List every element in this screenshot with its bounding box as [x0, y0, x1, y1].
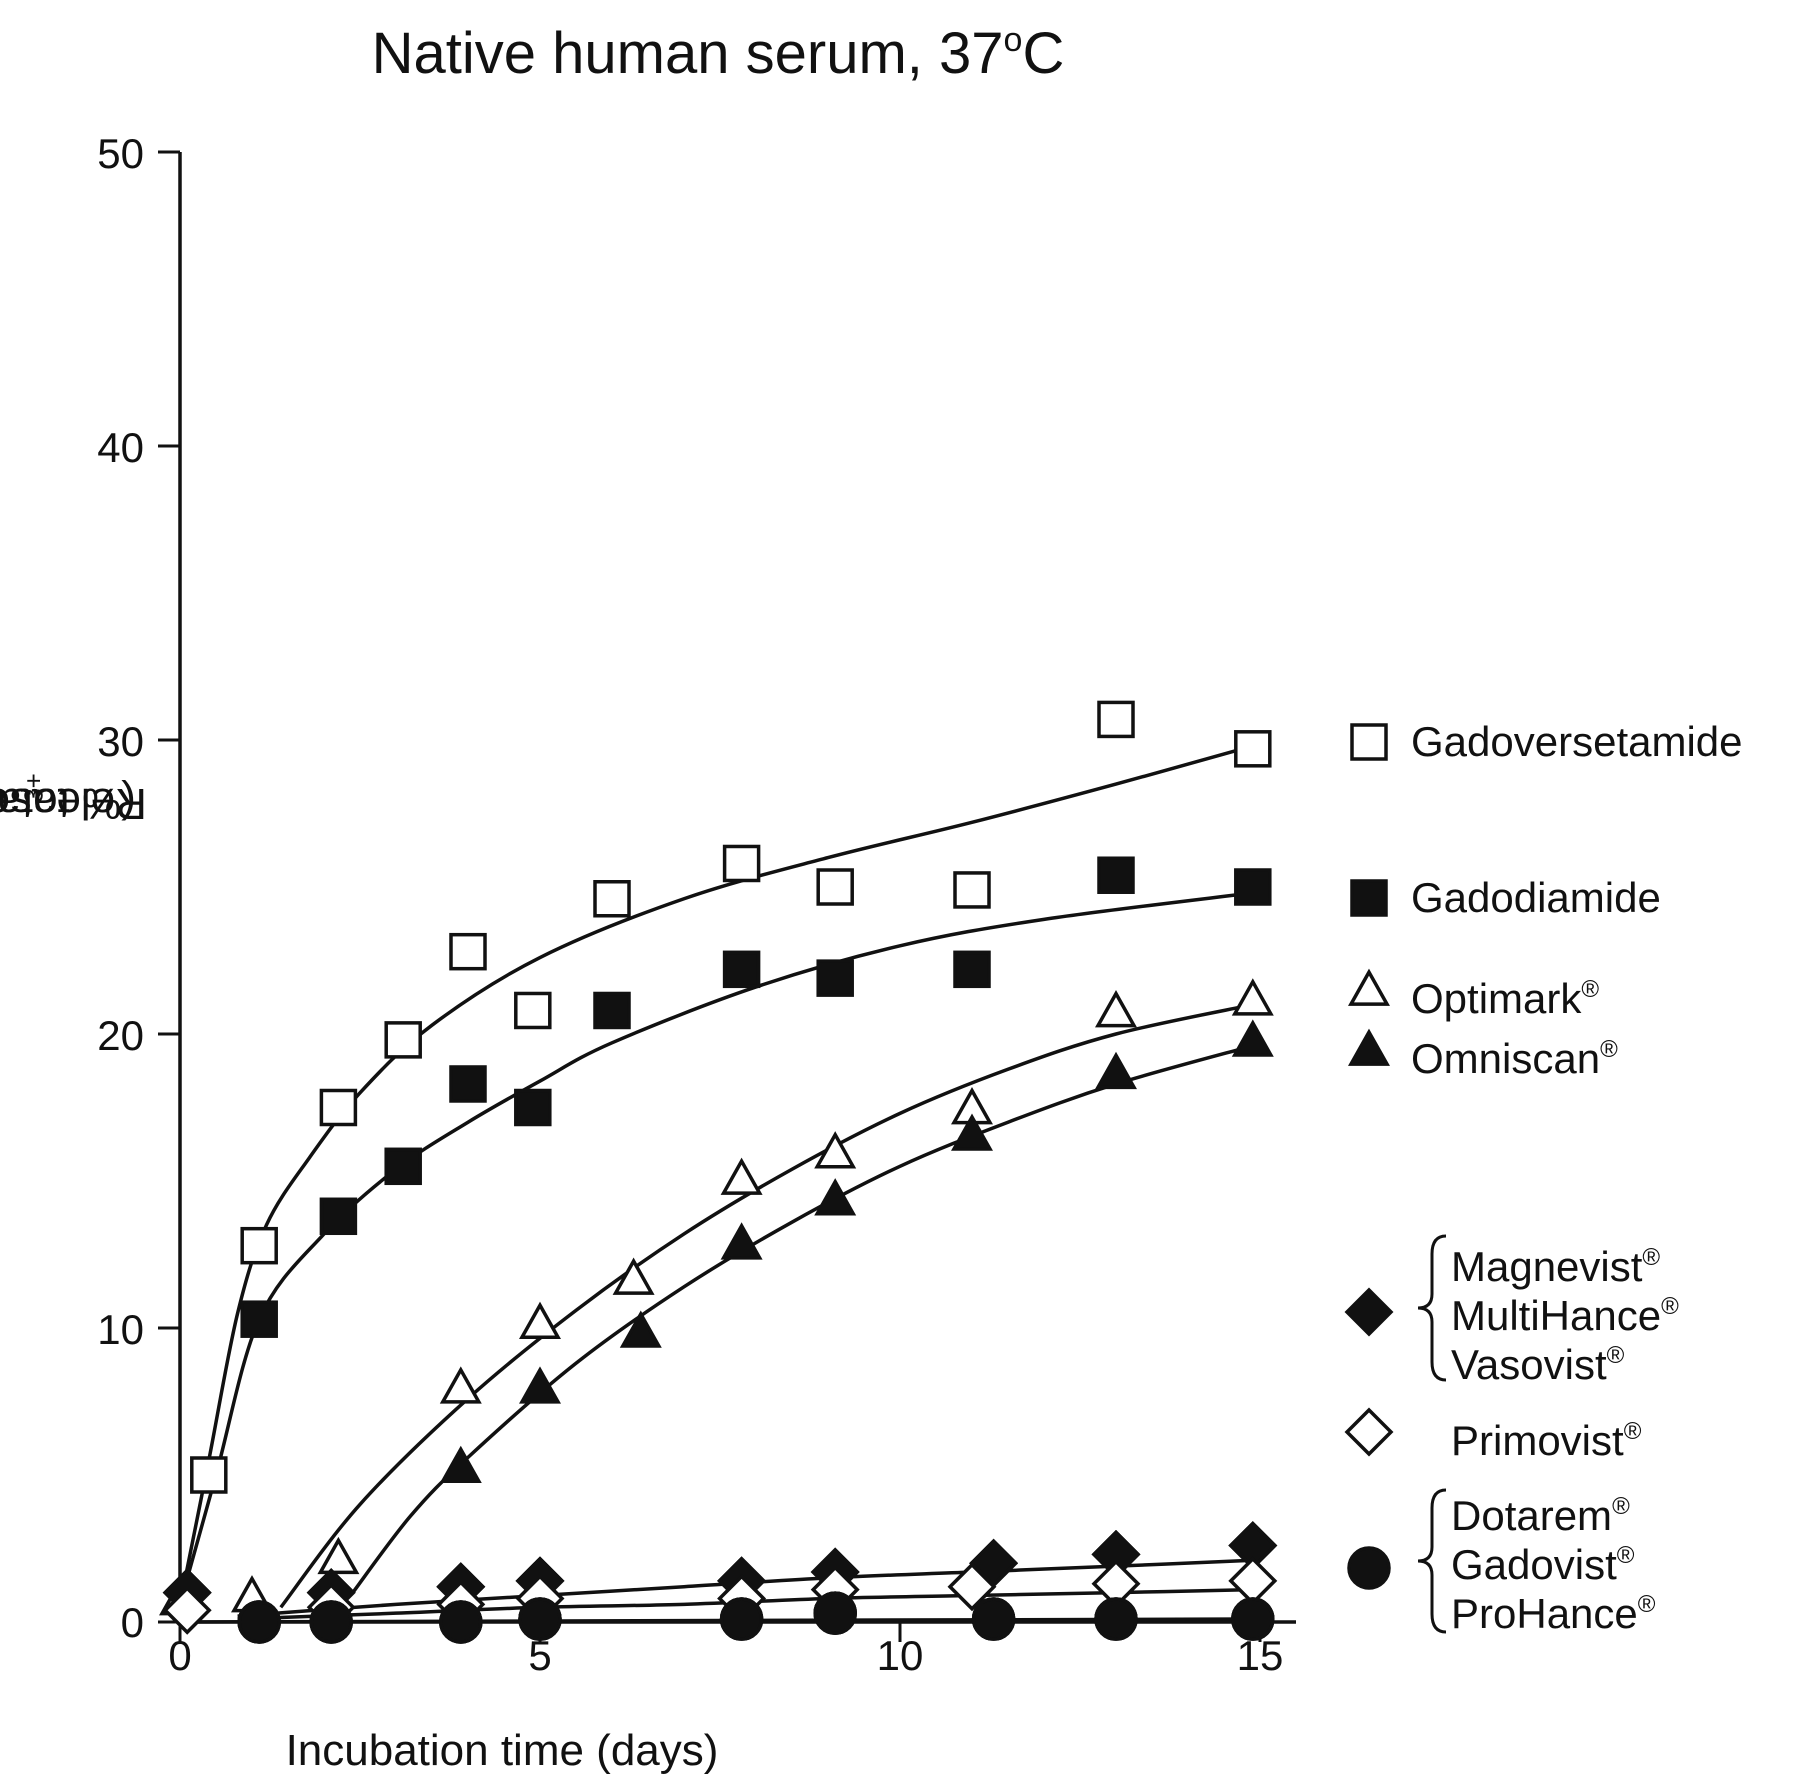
data-point-gadodiamide-6: [722, 950, 761, 989]
data-point-gadoversetamide-3: [384, 1021, 422, 1059]
legend-brace-dotarem-group: [1417, 1488, 1447, 1634]
x-tick-label-0: 0: [168, 1632, 192, 1679]
data-point-gadodiamide-10: [1234, 868, 1272, 906]
y-tick-label-50: 50: [97, 130, 144, 177]
legend-marker-optimark: [1348, 968, 1390, 1006]
data-point-prohance-6: [971, 1597, 1016, 1641]
data-point-gadoversetamide-0: [190, 1456, 228, 1494]
data-point-gadoversetamide-9: [953, 871, 991, 909]
legend-marker-omniscan: [1348, 1028, 1390, 1066]
data-point-gadoversetamide-5: [514, 991, 552, 1030]
data-point-gadoversetamide-4: [449, 932, 487, 971]
data-point-gadoversetamide-2: [319, 1088, 358, 1127]
data-point-gadoversetamide-11: [1234, 730, 1272, 768]
legend-brace-magnevist-group: [1417, 1234, 1447, 1382]
y-tick-label-0: 0: [120, 1599, 144, 1646]
chart-title: Native human serum, 37oC: [371, 21, 1065, 86]
legend-marker-dotarem-group: [1347, 1546, 1391, 1590]
x-axis-label: Incubation time (days): [285, 1726, 719, 1775]
data-point-prohance-8: [1231, 1597, 1275, 1641]
legend-label-multihance: MultiHance®: [1451, 1292, 1679, 1339]
legend-label-vasovist: Vasovist®: [1451, 1341, 1625, 1388]
data-point-gadodiamide-1: [319, 1197, 358, 1236]
data-point-primovist-6: [947, 1562, 997, 1612]
data-point-gadoversetamide-6: [593, 880, 631, 918]
data-point-gadodiamide-4: [514, 1088, 552, 1127]
legend-label-primovist: Primovist®: [1451, 1417, 1642, 1464]
data-point-gadodiamide-5: [593, 991, 631, 1030]
data-point-gadodiamide-0: [240, 1300, 278, 1338]
data-point-gadoversetamide-1: [240, 1226, 278, 1265]
y-tick-label-10: 10: [97, 1306, 144, 1353]
data-point-gadoversetamide-8: [816, 868, 854, 906]
data-point-prohance-5: [813, 1591, 857, 1635]
fit-curve-optimark: [279, 1002, 1254, 1609]
data-point-prohance-1: [309, 1600, 353, 1644]
data-point-prohance-3: [518, 1597, 562, 1641]
data-point-omniscan-0: [439, 1445, 482, 1484]
data-point-omniscan-6: [1095, 1051, 1137, 1090]
data-point-optimark-5: [612, 1257, 655, 1295]
data-point-primovist-8: [1228, 1556, 1278, 1606]
data-point-prohance-2: [439, 1600, 483, 1644]
data-point-optimark-6: [720, 1157, 763, 1195]
legend-label-dotarem: Dotarem®: [1451, 1492, 1630, 1539]
data-point-gadodiamide-8: [953, 950, 991, 989]
legend-marker-primovist: [1344, 1407, 1394, 1457]
fit-curve-omniscan: [351, 1044, 1254, 1594]
fit-curve-dotarem: [179, 1617, 1253, 1624]
y-tick-label-40: 40: [97, 424, 144, 471]
data-point-optimark-7: [814, 1131, 857, 1169]
y-tick-label-30: 30: [97, 718, 144, 765]
data-point-gadodiamide-7: [816, 959, 854, 997]
data-point-gadodiamide-2: [384, 1147, 422, 1186]
legend-label-gadoversetamide: Gadoversetamide: [1411, 718, 1743, 765]
y-tick-label-20: 20: [97, 1012, 144, 1059]
data-point-optimark-2: [317, 1536, 360, 1575]
legend-label-magnevist: Magnevist®: [1451, 1243, 1661, 1290]
x-tick-label-15: 15: [1236, 1632, 1284, 1679]
x-tick-label-10: 10: [876, 1632, 924, 1679]
data-point-prohance-0: [237, 1600, 281, 1644]
data-point-gadoversetamide-7: [722, 844, 761, 883]
data-point-primovist-0: [162, 1585, 212, 1635]
data-point-omniscan-1: [519, 1366, 561, 1404]
legend-label-optimark: Optimark®: [1411, 975, 1600, 1022]
data-point-optimark-3: [439, 1366, 482, 1404]
data-point-omniscan-7: [1231, 1019, 1274, 1057]
fit-curve-gadodiamide: [178, 891, 1254, 1605]
legend-label-gadodiamide: Gadodiamide: [1411, 874, 1661, 921]
legend-marker-gadoversetamide: [1350, 723, 1388, 761]
legend-label-omniscan: Omniscan®: [1411, 1035, 1618, 1082]
data-point-gadoversetamide-10: [1097, 700, 1135, 739]
data-point-prohance-4: [719, 1597, 764, 1641]
data-point-optimark-9: [1095, 990, 1137, 1028]
data-point-gadodiamide-3: [449, 1065, 487, 1103]
fit-curve-gadoversetamide: [178, 744, 1254, 1605]
data-point-omniscan-3: [720, 1222, 763, 1260]
data-point-omniscan-2: [619, 1310, 662, 1348]
legend-label-prohance: ProHance®: [1451, 1590, 1656, 1637]
data-point-optimark-4: [519, 1301, 561, 1339]
data-point-prohance-7: [1094, 1597, 1138, 1641]
data-point-optimark-10: [1231, 978, 1274, 1016]
data-point-omniscan-4: [814, 1178, 857, 1216]
data-point-omniscan-5: [951, 1113, 993, 1151]
x-tick-label-5: 5: [528, 1632, 552, 1679]
legend-label-gadovist: Gadovist®: [1451, 1541, 1635, 1588]
legend-marker-gadodiamide: [1350, 879, 1388, 917]
legend-marker-magnevist-group: [1344, 1287, 1394, 1337]
data-point-gadodiamide-9: [1097, 856, 1135, 894]
